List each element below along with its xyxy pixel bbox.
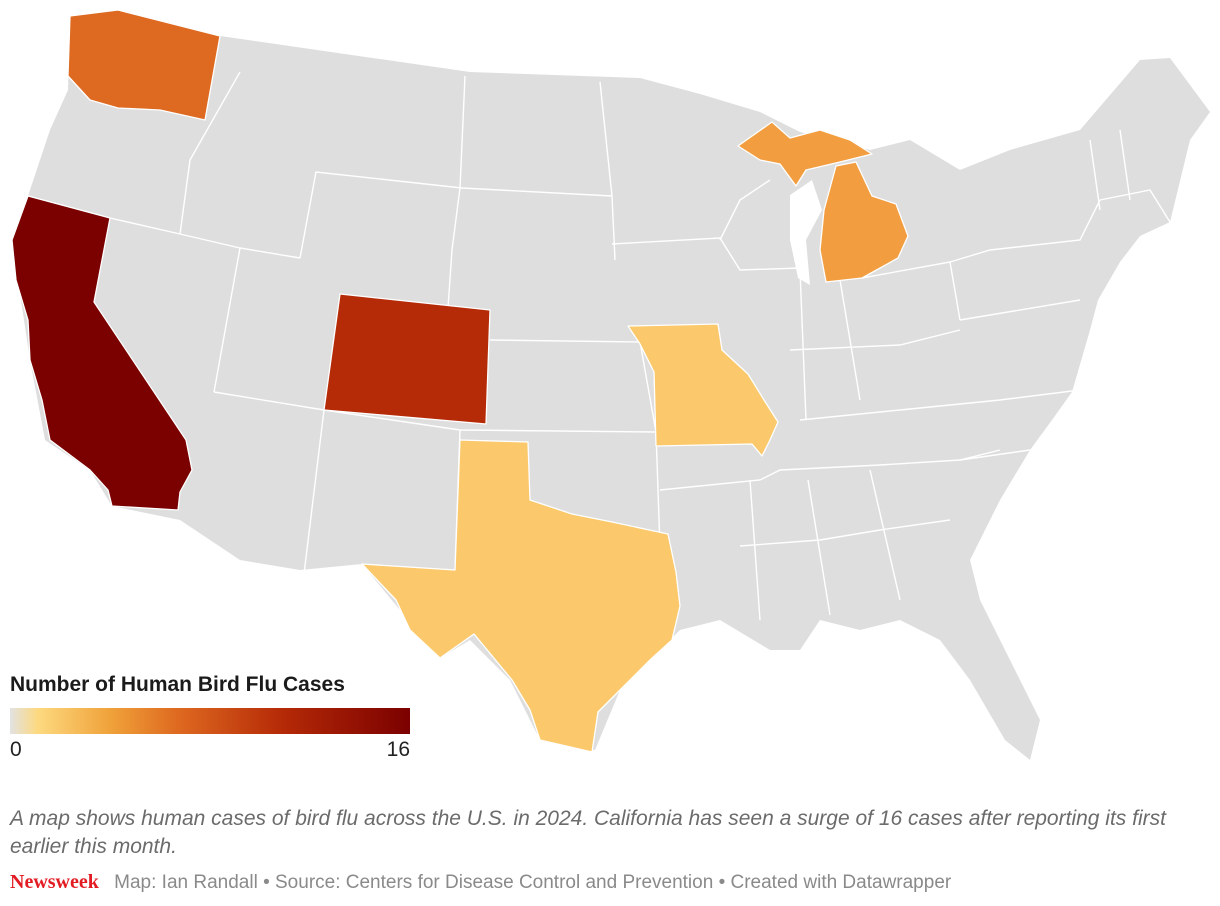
footer: Newsweek Map: Ian Randall • Source: Cent… xyxy=(10,871,951,894)
us-states-map xyxy=(11,9,1210,760)
state-michigan-upper xyxy=(737,121,873,187)
legend-title: Number of Human Bird Flu Cases xyxy=(10,673,345,696)
state-washington xyxy=(67,9,221,121)
state-michigan-lower xyxy=(819,161,909,283)
legend-min-label: 0 xyxy=(10,738,22,761)
state-california xyxy=(11,195,193,511)
state-colorado xyxy=(323,293,491,425)
legend-color-scale xyxy=(10,708,410,734)
newsweek-logo[interactable]: Newsweek xyxy=(10,871,99,893)
map-caption: A map shows human cases of bird flu acro… xyxy=(10,807,1166,858)
footer-credit: Map: Ian Randall • Source: Centers for D… xyxy=(114,872,952,893)
legend-max-label: 16 xyxy=(386,738,410,761)
state-texas xyxy=(361,439,681,753)
lake-michigan xyxy=(790,180,822,285)
state-missouri xyxy=(627,323,779,457)
